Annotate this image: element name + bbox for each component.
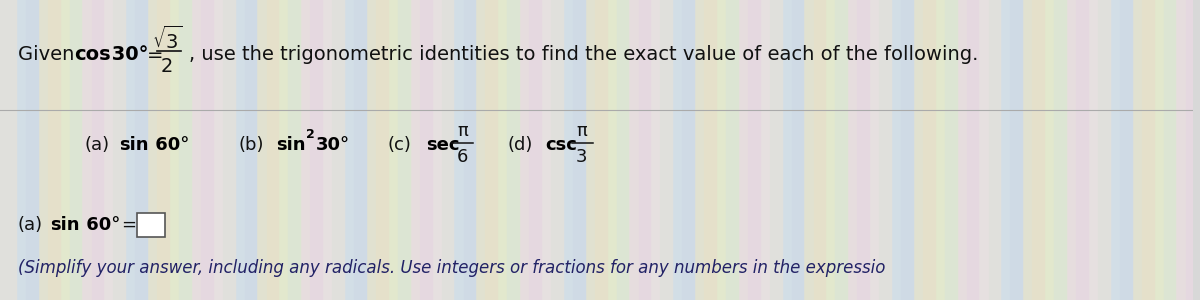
Text: 30°: 30° [317,136,350,154]
Text: 60°: 60° [149,136,190,154]
Text: =: = [148,46,163,64]
Text: csc: csc [545,136,577,154]
Text: 6: 6 [457,148,468,166]
Text: Given: Given [18,46,80,64]
Text: cos: cos [74,46,112,64]
Text: 2: 2 [306,128,316,142]
Text: , use the trigonometric identities to find the exact value of each of the follow: , use the trigonometric identities to fi… [188,46,978,64]
Text: π: π [576,122,587,140]
Text: (d): (d) [508,136,533,154]
Text: sin: sin [49,216,79,234]
Text: (b): (b) [239,136,264,154]
FancyBboxPatch shape [137,213,166,237]
Text: (a): (a) [18,216,43,234]
Text: π: π [457,122,468,140]
Text: (c): (c) [388,136,412,154]
Text: $\sqrt{3}$: $\sqrt{3}$ [151,26,182,52]
Text: (Simplify your answer, including any radicals. Use integers or fractions for any: (Simplify your answer, including any rad… [18,259,886,277]
Text: 3: 3 [576,148,588,166]
Text: sec: sec [426,136,460,154]
Text: 60°: 60° [79,216,120,234]
Text: 30°: 30° [106,46,149,64]
Text: 2: 2 [161,58,173,76]
Text: sin: sin [119,136,149,154]
Text: (a): (a) [84,136,109,154]
Text: =: = [121,216,137,234]
Text: sin: sin [276,136,306,154]
